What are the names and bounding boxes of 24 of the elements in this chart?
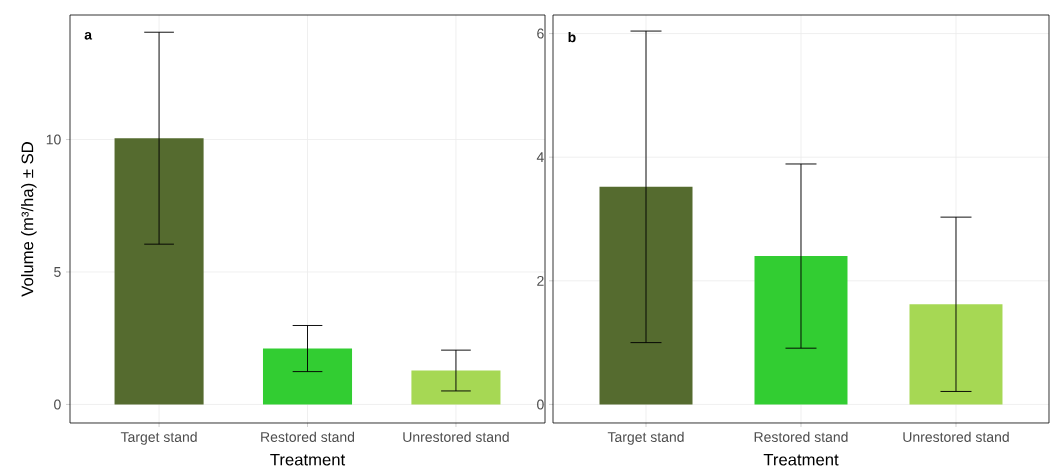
y-tick-label: 4 [536, 152, 544, 162]
y-tick-label: 2 [537, 275, 544, 286]
bar [754, 256, 848, 405]
bar [262, 348, 353, 405]
y-tick-label: 0 [54, 399, 61, 410]
bar [909, 304, 1003, 405]
y-tick-label: 10 [46, 134, 61, 145]
annotation: a [84, 31, 93, 40]
y-axis-title: Volume (m³/ha) ± SD [21, 142, 37, 297]
x-tick-label: Target stand [120, 431, 197, 445]
bar [114, 138, 204, 405]
x-tick-label: Target stand [607, 431, 684, 445]
x-tick-label: Unrestored stand [903, 431, 1009, 442]
annotation: b [568, 31, 576, 43]
y-tick-label: 5 [54, 267, 61, 277]
y-tick-label: 6 [537, 28, 544, 39]
bar [411, 370, 501, 405]
x-tick-label: Restored stand [261, 431, 355, 442]
bar [599, 186, 693, 405]
x-axis-title: Treatment [270, 453, 346, 466]
x-axis-title: Treatment [763, 453, 839, 466]
y-tick-label: 0 [537, 399, 544, 410]
x-tick-label: Restored stand [754, 431, 848, 442]
x-tick-label: Unrestored stand [403, 431, 509, 442]
